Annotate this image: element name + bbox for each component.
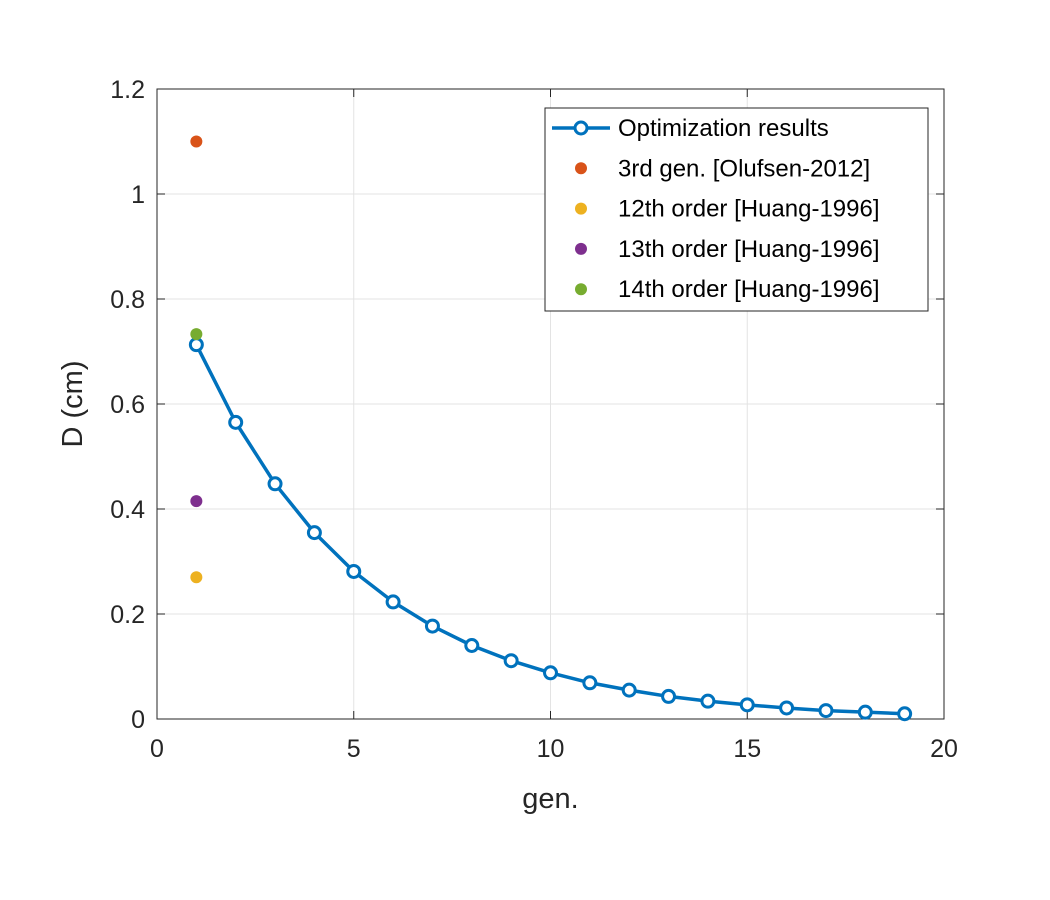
series-1 — [190, 135, 203, 148]
data-point — [190, 328, 203, 341]
data-point — [267, 476, 283, 492]
legend-label: 14th order [Huang-1996] — [618, 276, 880, 303]
legend-label: 12th order [Huang-1996] — [618, 196, 880, 223]
series-4 — [190, 328, 203, 341]
x-tick-label: 15 — [733, 735, 761, 763]
y-tick-label: 0.6 — [110, 391, 145, 419]
x-tick-label: 5 — [347, 735, 361, 763]
data-point — [857, 704, 873, 720]
data-point — [739, 697, 755, 713]
series-layer — [188, 135, 913, 722]
data-point — [190, 571, 203, 584]
data-point — [464, 638, 480, 653]
data-point — [779, 700, 795, 716]
legend-box — [544, 107, 929, 312]
y-tick-label: 1 — [131, 181, 145, 209]
legend-marker — [575, 202, 587, 215]
data-point — [818, 703, 834, 719]
legend-label: 3rd gen. [Olufsen-2012] — [618, 155, 870, 182]
data-point — [503, 653, 519, 669]
legend-marker — [575, 283, 587, 296]
tick-labels: 0 5 10 15 20 0 0.2 0.4 0.6 0.8 1 1.2 — [110, 76, 958, 763]
data-point — [897, 706, 913, 722]
data-point — [190, 495, 203, 508]
series-0 — [188, 337, 913, 722]
legend-item: 3rd gen. [Olufsen-2012] — [575, 155, 870, 182]
y-tick-label: 0.8 — [110, 286, 145, 314]
data-point — [190, 135, 203, 148]
data-point — [424, 618, 440, 634]
data-point — [346, 563, 362, 579]
data-point — [661, 688, 677, 704]
legend-item: 12th order [Huang-1996] — [575, 196, 880, 223]
legend: Optimization results 3rd gen. [Olufsen-20… — [544, 107, 929, 312]
data-point — [543, 665, 558, 681]
legend-marker — [573, 120, 589, 136]
data-point — [621, 682, 637, 698]
legend-marker — [575, 242, 587, 255]
x-tick-label: 10 — [537, 735, 565, 763]
x-axis-title: gen. — [522, 783, 578, 815]
y-tick-label: 0.4 — [110, 496, 145, 524]
y-tick-label: 0 — [131, 706, 145, 734]
legend-item: Optimization results — [552, 115, 829, 142]
legend-marker — [575, 162, 587, 175]
series-2 — [190, 571, 203, 584]
data-point — [385, 594, 401, 610]
data-point — [306, 525, 322, 541]
x-tick-label: 20 — [930, 735, 958, 763]
legend-label: Optimization results — [618, 115, 829, 142]
y-tick-label: 1.2 — [110, 76, 145, 104]
series-3 — [190, 495, 203, 508]
data-point — [228, 414, 244, 430]
legend-item: 14th order [Huang-1996] — [575, 276, 880, 303]
data-point — [188, 337, 204, 353]
data-point — [700, 693, 716, 709]
x-tick-label: 0 — [150, 735, 164, 763]
legend-item: 13th order [Huang-1996] — [575, 236, 880, 263]
axis-ticks — [156, 88, 945, 720]
y-tick-label: 0.2 — [110, 601, 145, 629]
data-point — [582, 675, 598, 691]
y-axis-title: D (cm) — [57, 361, 89, 448]
legend-label: 13th order [Huang-1996] — [618, 236, 880, 263]
